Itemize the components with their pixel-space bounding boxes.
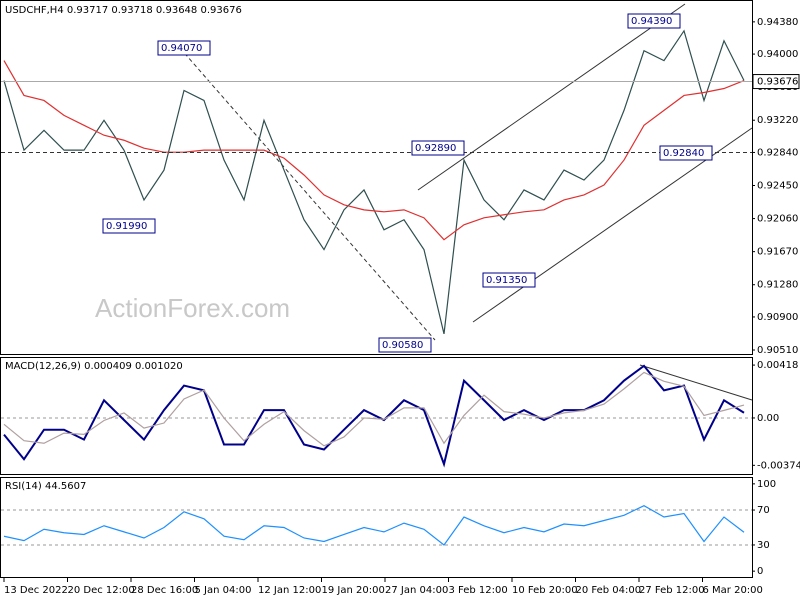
annotation-label: 0.94070 [161,43,202,54]
y-tick-label: 0.91280 [757,280,798,291]
annotation-label: 0.92890 [415,143,456,154]
y-tick-label: 0.93220 [757,115,798,126]
annotation-label: 0.94390 [631,16,672,27]
annotation-box [378,337,432,353]
y-tick-label: 0.94000 [757,49,798,60]
y-tick-label: 0.94380 [757,17,798,28]
annotation-box [411,140,465,156]
annotation-label: 0.90580 [382,340,423,351]
price-title: USDCHF,H4 0.93717 0.93718 0.93648 0.9367… [5,5,242,16]
x-tick-label: 19 Jan 20:00 [322,585,385,596]
series-line [3,504,745,546]
x-tick-label: 12 Jan 12:00 [258,585,321,596]
y-tick-label: 100 [757,479,776,490]
series-line [3,29,745,335]
annotation-box [482,272,536,288]
last-price-label: 0.93676 [757,77,798,88]
y-tick-label: 0.92840 [757,147,798,158]
rsi-title: RSI(14) 44.5607 [5,481,86,492]
y-tick-label: 0.00418 [757,360,798,371]
x-tick-label: 10 Feb 20:00 [512,585,578,596]
y-tick-label: 0.90900 [757,312,798,323]
y-tick-label: 70 [757,505,770,516]
x-tick-label: 13 Dec 2022 [4,585,68,596]
x-tick-label: 27 Jan 04:00 [385,585,448,596]
annotation-label: 0.91350 [486,275,527,286]
macd-title: MACD(12,26,9) 0.000409 0.001020 [5,361,183,372]
annotation-box [102,218,156,234]
last-price-box [752,74,800,90]
channel-upper [417,3,686,191]
y-tick-label: 0.90510 [757,345,798,356]
y-tick-label: 0.92060 [757,214,798,225]
macd-frame [0,357,753,475]
macd-trend-line [639,364,753,401]
x-tick-label: 20 Feb 04:00 [576,585,642,596]
annotation-box [157,40,211,56]
x-tick-label: 20 Dec 12:00 [68,585,135,596]
downtrend-line [179,47,436,341]
x-tick-label: 6 Mar 20:00 [703,585,763,596]
y-tick-label: -0.003744 [757,460,800,471]
y-tick-label: 0.91670 [757,247,798,258]
y-tick-label: 0.00 [757,413,779,424]
y-tick-label: 0.92450 [757,181,798,192]
price-frame [0,0,753,355]
rsi-frame [0,477,753,578]
series-line [3,364,745,468]
x-tick-label: 27 Feb 12:00 [639,585,705,596]
watermark: ActionForex.com [95,293,290,323]
x-tick-label: 5 Jan 04:00 [195,585,252,596]
x-tick-label: 3 Feb 12:00 [449,585,508,596]
series-line [3,60,745,241]
y-tick-label: 30 [757,540,770,551]
y-tick-label: 0 [757,566,763,577]
annotation-label: 0.92840 [663,148,704,159]
annotation-box [659,145,713,161]
x-tick-label: 28 Dec 16:00 [131,585,198,596]
annotation-label: 0.91990 [106,221,147,232]
annotation-box [627,13,681,29]
series-line [3,371,745,447]
